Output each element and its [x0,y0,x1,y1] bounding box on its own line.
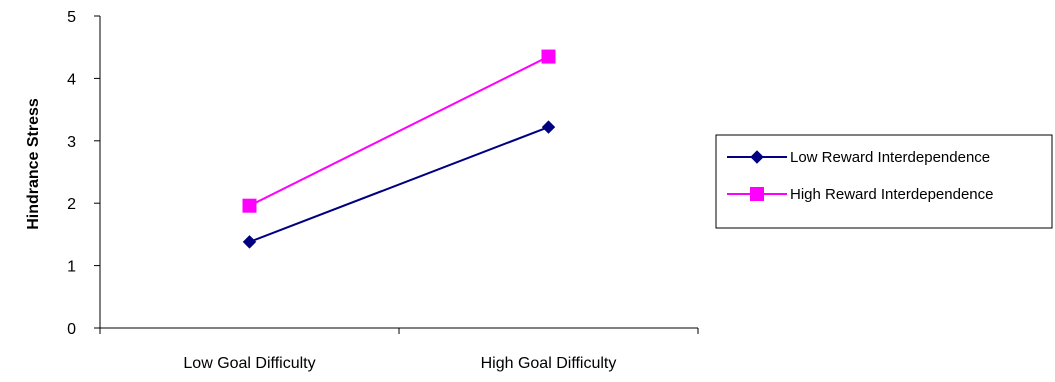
x-axis-ticks: Low Goal Difficulty High Goal Difficulty [99,328,699,372]
y-tick-label: 4 [67,71,76,88]
data-point [242,198,257,213]
data-point [541,120,556,134]
data-point [242,235,257,249]
legend-box [715,134,1053,229]
y-tick-label: 0 [67,321,76,338]
legend-item: High Reward Interdependence [727,186,993,203]
data-point [541,49,556,64]
y-tick-label: 3 [67,134,76,151]
series-1 [242,120,556,249]
legend-marker [750,187,764,201]
legend-marker [750,150,764,164]
y-axis-ticks: 0 1 2 3 4 5 [67,9,100,338]
series-line [249,126,549,243]
y-tick-label: 5 [67,9,76,26]
y-tick-label: 1 [67,259,76,276]
x-tick-label: Low Goal Difficulty [183,355,315,372]
series-line [249,55,549,207]
legend-label: High Reward Interdependence [790,186,993,203]
legend: Low Reward Interdependence High Reward In… [715,134,1053,229]
series-layer [242,49,556,249]
x-tick-label: High Goal Difficulty [481,355,617,372]
y-tick-label: 2 [67,196,76,213]
legend-item: Low Reward Interdependence [727,149,990,166]
legend-label: Low Reward Interdependence [790,149,990,166]
series-2 [242,49,556,213]
y-axis-title: Hindrance Stress [25,98,42,230]
